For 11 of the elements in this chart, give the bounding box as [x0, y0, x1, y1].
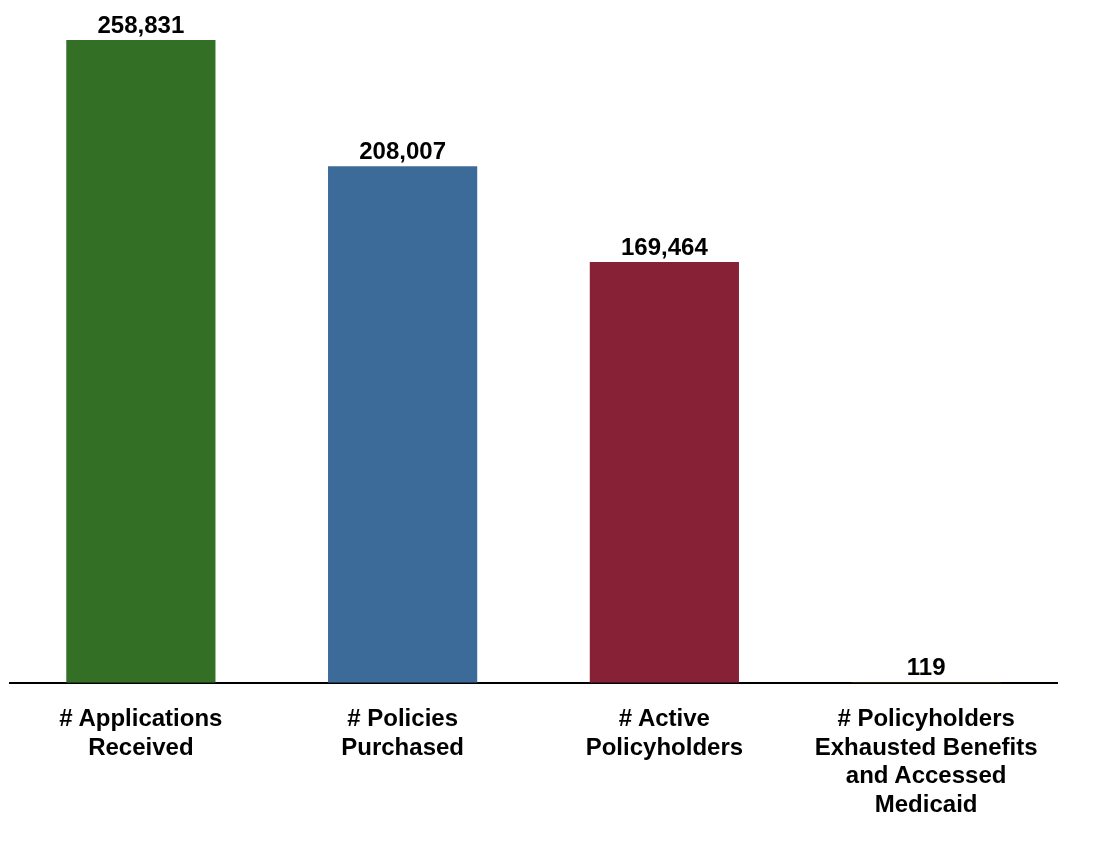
x-tick-label: # Applications Received — [59, 703, 223, 760]
x-tick-label: # Active Policyholders — [585, 703, 744, 760]
bar — [66, 40, 216, 683]
bar — [328, 166, 478, 683]
data-label: 169,464 — [620, 232, 709, 260]
data-label: 258,831 — [97, 10, 185, 38]
data-label: 119 — [906, 653, 946, 681]
x-tick-label: # Policyholders Exhausted Benefits and Accessed Medicaid — [814, 703, 1038, 818]
data-label: 208,007 — [359, 136, 447, 164]
bar — [589, 261, 739, 683]
x-tick-label: # Policies Purchased — [341, 703, 464, 760]
